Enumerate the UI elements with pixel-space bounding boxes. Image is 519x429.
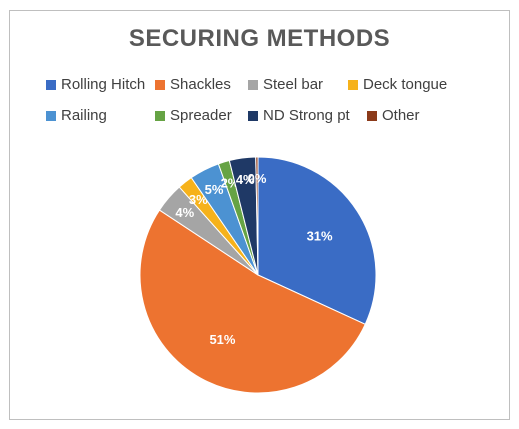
slice-data-label: 4%: [175, 205, 194, 220]
legend-item-nd-strong-pt: ND Strong pt: [248, 107, 350, 124]
legend-label: ND Strong pt: [263, 107, 350, 124]
legend-item-steel-bar: Steel bar: [248, 76, 323, 93]
pie-slice-shackles: [139, 209, 366, 394]
legend-swatch: [367, 110, 377, 121]
chart-title: SECURING METHODS: [128, 25, 391, 52]
legend-label: Other: [382, 107, 420, 124]
legend-item-deck-tongue: Deck tongue: [348, 76, 447, 93]
legend-label: Railing: [61, 107, 107, 124]
legend-swatch: [348, 79, 358, 90]
legend-item-rolling-hitch: Rolling Hitch: [46, 76, 145, 93]
slice-data-label: 5%: [205, 182, 224, 197]
slice-data-label: 0%: [248, 171, 267, 186]
pie-slice-other: [255, 156, 259, 276]
legend-swatch: [46, 79, 56, 90]
legend-label: Deck tongue: [363, 76, 448, 93]
legend-item-spreader: Spreader: [155, 107, 232, 124]
legend-label: Rolling Hitch: [61, 76, 146, 93]
legend-item-railing: Railing: [46, 107, 107, 124]
legend-label: Shackles: [170, 76, 231, 93]
legend-item-shackles: Shackles: [155, 76, 231, 93]
legend-swatch: [46, 110, 56, 121]
legend-swatch: [248, 110, 258, 121]
slice-data-label: 51%: [209, 332, 235, 347]
legend-item-other: Other: [367, 107, 420, 124]
legend-label: Spreader: [170, 107, 232, 124]
legend-label: Steel bar: [263, 76, 324, 93]
legend-swatch: [155, 110, 165, 121]
slice-data-label: 31%: [307, 229, 333, 244]
legend-swatch: [155, 79, 165, 90]
legend-swatch: [248, 79, 258, 90]
slice-data-label: 4%: [236, 172, 255, 187]
pie-slice-rolling-hitch: [257, 156, 377, 325]
